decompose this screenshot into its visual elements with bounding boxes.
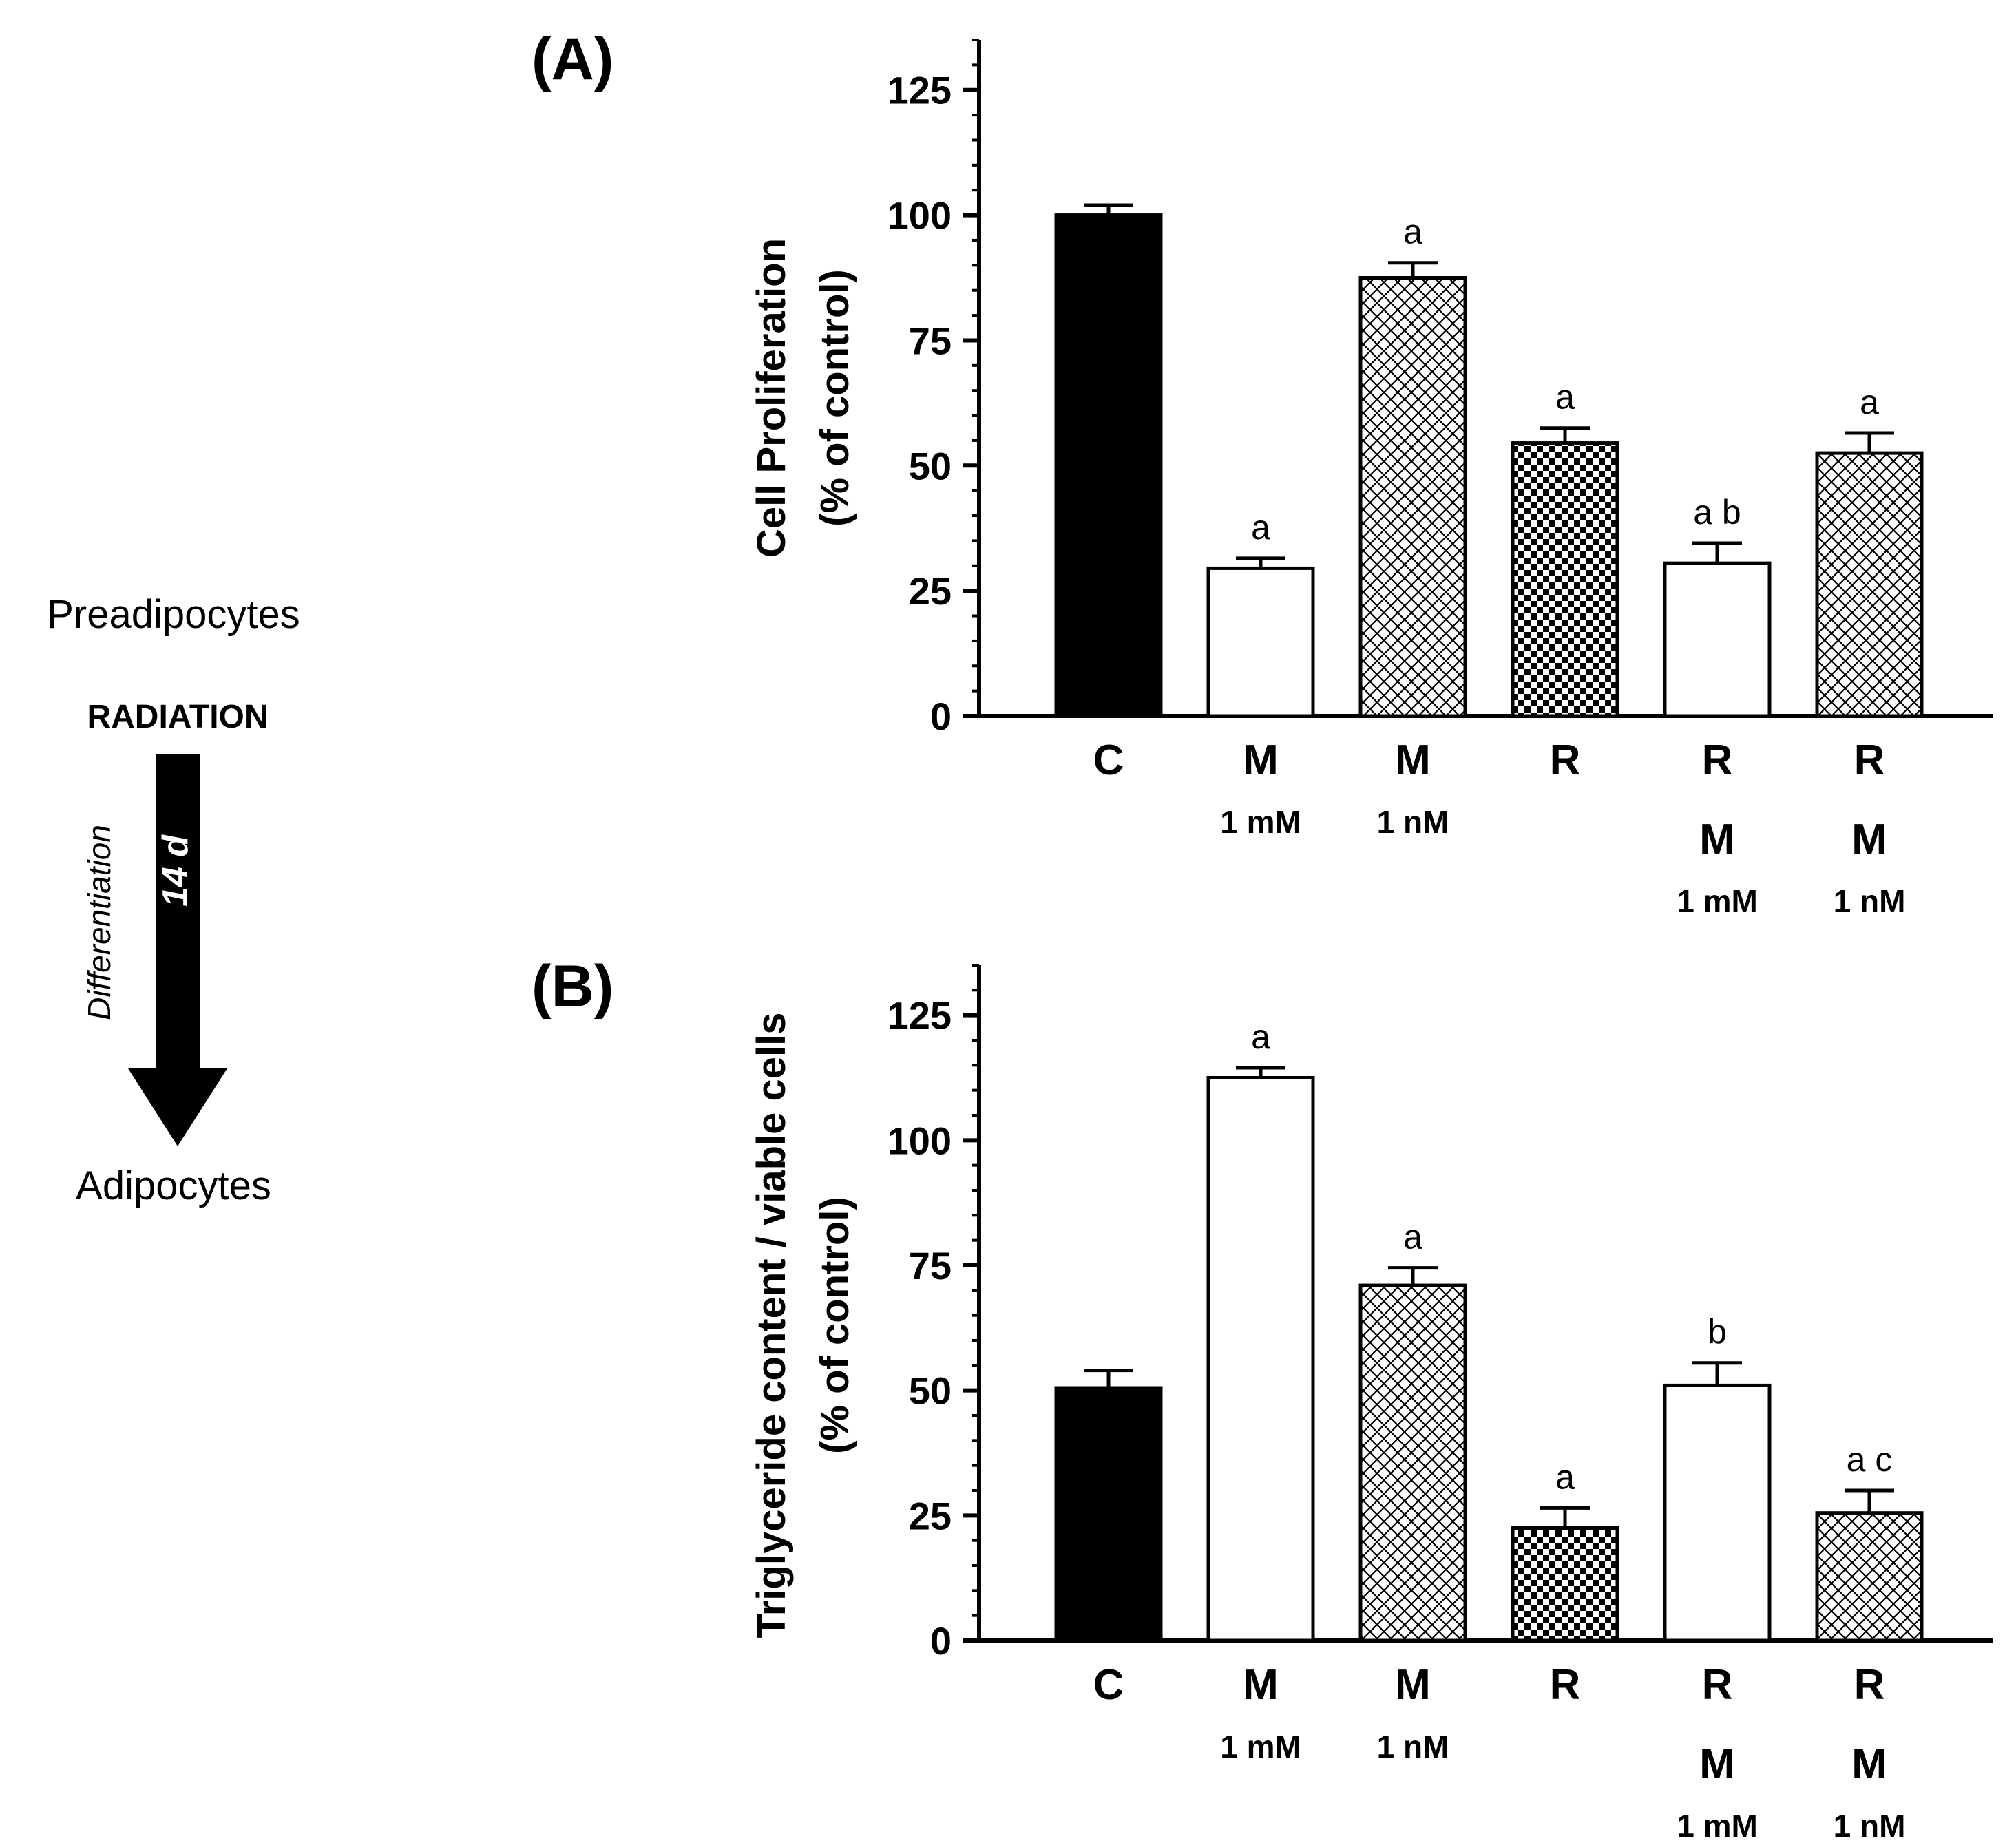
differentiation-arrow-icon xyxy=(128,754,227,1146)
panel-0-bar xyxy=(1663,561,1772,718)
panel-1-category-label: C xyxy=(1093,1661,1124,1709)
panel-1-category-label: R xyxy=(1854,1661,1885,1709)
panel-1-category-label-line3: M xyxy=(1851,1740,1887,1788)
panel-b-chart: (B) Triglyceride content / viable cells … xyxy=(532,953,1993,1844)
panel-1-y-tick-label: 75 xyxy=(909,1244,952,1287)
preadipocytes-label: Preadipocytes xyxy=(47,592,300,637)
differentiation-label: Differentiation xyxy=(81,825,117,1020)
panel-0-significance-label: a xyxy=(1860,383,1879,421)
radiation-label: RADIATION xyxy=(87,699,268,735)
panel-0-bar xyxy=(1358,276,1467,718)
arrow-duration-label: 14 d xyxy=(156,834,196,907)
panel-1-category-sublabel-line4: 1 mM xyxy=(1677,1808,1758,1844)
panel-1-category-sublabel: 1 mM xyxy=(1220,1729,1301,1764)
panel-0-y-tick-label: 100 xyxy=(888,194,952,238)
panel-1-y-tick-label: 100 xyxy=(888,1119,952,1162)
panel-0-category-sublabel: 1 mM xyxy=(1220,804,1301,840)
panel-1-category-label: R xyxy=(1702,1661,1733,1709)
schematic: Preadipocytes RADIATION 14 d Differentia… xyxy=(47,592,300,1208)
panel-0-category-label: R xyxy=(1702,737,1733,784)
panel-0-category-label-line3: M xyxy=(1699,816,1735,863)
panel-1-bar xyxy=(1511,1526,1619,1643)
panel-b-ylabel-line2: (% of control) xyxy=(812,1196,857,1454)
panel-0-bar xyxy=(1511,441,1619,718)
panel-a-label: (A) xyxy=(532,26,613,92)
panel-1-significance-label: b xyxy=(1708,1313,1727,1351)
panel-1-category-sublabel-line4: 1 nM xyxy=(1834,1808,1906,1844)
panel-1-y-tick-label: 50 xyxy=(909,1369,952,1413)
panel-1-y-tick-label: 25 xyxy=(909,1494,952,1537)
panel-0-category-label: M xyxy=(1395,737,1431,784)
panel-a-ylabel-line2: (% of control) xyxy=(812,269,857,527)
panel-1-category-label: M xyxy=(1395,1661,1431,1709)
panel-0-bar xyxy=(1054,213,1163,718)
panel-0-category-label: R xyxy=(1550,737,1581,784)
panel-1-bar xyxy=(1206,1076,1315,1643)
panel-0-category-label: M xyxy=(1243,737,1279,784)
panel-a-chart: (A) Cell Proliferation (% of control) 0 2… xyxy=(532,26,1993,919)
panel-1-bar xyxy=(1358,1283,1467,1643)
panel-0-y-tick-label: 125 xyxy=(888,69,952,112)
panel-1-y-tick-label: 125 xyxy=(888,994,952,1037)
panel-0-significance-label: a xyxy=(1555,378,1575,417)
panel-0-category-sublabel-line4: 1 mM xyxy=(1677,883,1758,919)
panel-1-significance-label: a xyxy=(1403,1218,1422,1256)
panel-0-category-sublabel-line4: 1 nM xyxy=(1834,883,1906,919)
panel-0-significance-label: a xyxy=(1251,508,1270,547)
panel-1-bar xyxy=(1815,1511,1924,1643)
panel-1-bar xyxy=(1054,1386,1163,1643)
adipocytes-label: Adipocytes xyxy=(76,1163,271,1208)
panel-1-bar xyxy=(1663,1383,1772,1643)
panel-1-significance-label: a xyxy=(1251,1018,1270,1056)
panel-a-ylabel: Cell Proliferation xyxy=(749,238,794,558)
panel-1-y-tick-label: 0 xyxy=(930,1619,952,1663)
panel-b-ylabel: Triglyceride content / viable cells xyxy=(749,1012,794,1638)
panel-0-bar xyxy=(1815,451,1924,718)
panel-1-category-sublabel: 1 nM xyxy=(1377,1729,1449,1764)
panel-0-y-tick-label: 0 xyxy=(930,695,952,738)
panel-0-category-label-line3: M xyxy=(1851,816,1887,863)
panel-0-significance-label: a b xyxy=(1693,493,1741,531)
panel-0-category-label: C xyxy=(1093,737,1124,784)
panel-0-bar xyxy=(1206,566,1315,718)
panel-1-significance-label: a xyxy=(1555,1457,1575,1496)
panel-0-category-label: R xyxy=(1854,737,1885,784)
panel-0-category-sublabel: 1 nM xyxy=(1377,804,1449,840)
panel-b-label: (B) xyxy=(532,953,613,1020)
panel-1-category-label-line3: M xyxy=(1699,1740,1735,1788)
panel-1-category-label: R xyxy=(1550,1661,1581,1709)
panel-1-significance-label: a c xyxy=(1847,1440,1893,1479)
panel-0-y-tick-label: 25 xyxy=(909,569,952,613)
panel-1-category-label: M xyxy=(1243,1661,1279,1709)
panel-0-y-tick-label: 75 xyxy=(909,319,952,362)
panel-0-y-tick-label: 50 xyxy=(909,444,952,487)
panel-0-significance-label: a xyxy=(1403,213,1422,251)
